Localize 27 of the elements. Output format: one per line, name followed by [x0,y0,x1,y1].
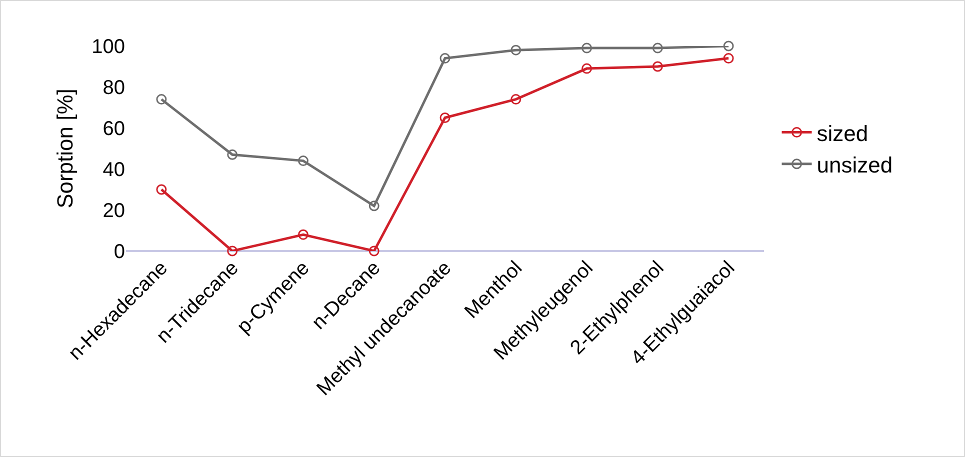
y-tick-label: 80 [102,77,125,99]
point [510,44,522,56]
point [227,246,238,256]
point [368,246,380,256]
point [582,63,592,74]
point [652,61,663,72]
point [368,200,380,212]
legend-label: unsized [816,152,893,178]
y-tick-label: 60 [102,118,125,140]
point [156,94,167,105]
point [723,53,734,64]
point [156,184,167,195]
point [440,112,450,123]
point [723,40,734,52]
y-tick-label: 100 [92,36,125,58]
y-axis-title: Sorption [%] [52,88,78,208]
point [582,42,592,54]
y-tick-label: 0 [114,241,125,263]
point [298,156,308,166]
y-tick-label: 20 [102,200,125,222]
point [227,149,238,160]
legend-label: sized [816,120,868,146]
point [510,94,522,105]
point [440,53,450,64]
point [652,42,663,54]
point [298,229,308,240]
y-tick-label: 40 [102,159,125,181]
